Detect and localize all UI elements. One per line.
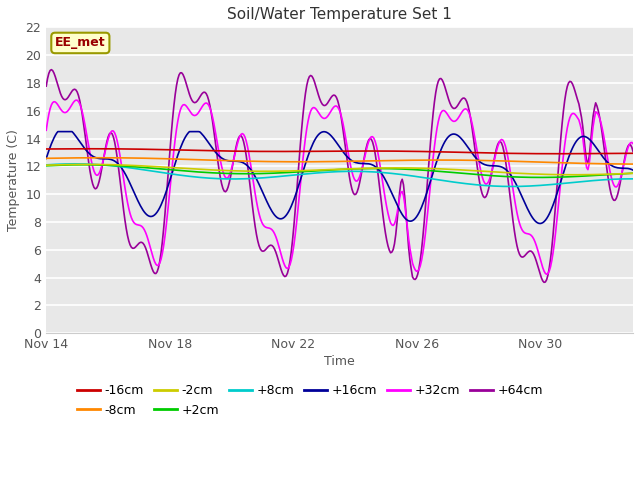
Text: EE_met: EE_met xyxy=(55,36,106,49)
Title: Soil/Water Temperature Set 1: Soil/Water Temperature Set 1 xyxy=(227,7,452,22)
Legend: -16cm, -8cm, -2cm, +2cm, +8cm, +16cm, +32cm, +64cm: -16cm, -8cm, -2cm, +2cm, +8cm, +16cm, +3… xyxy=(72,379,548,421)
Y-axis label: Temperature (C): Temperature (C) xyxy=(7,129,20,231)
X-axis label: Time: Time xyxy=(324,355,355,368)
